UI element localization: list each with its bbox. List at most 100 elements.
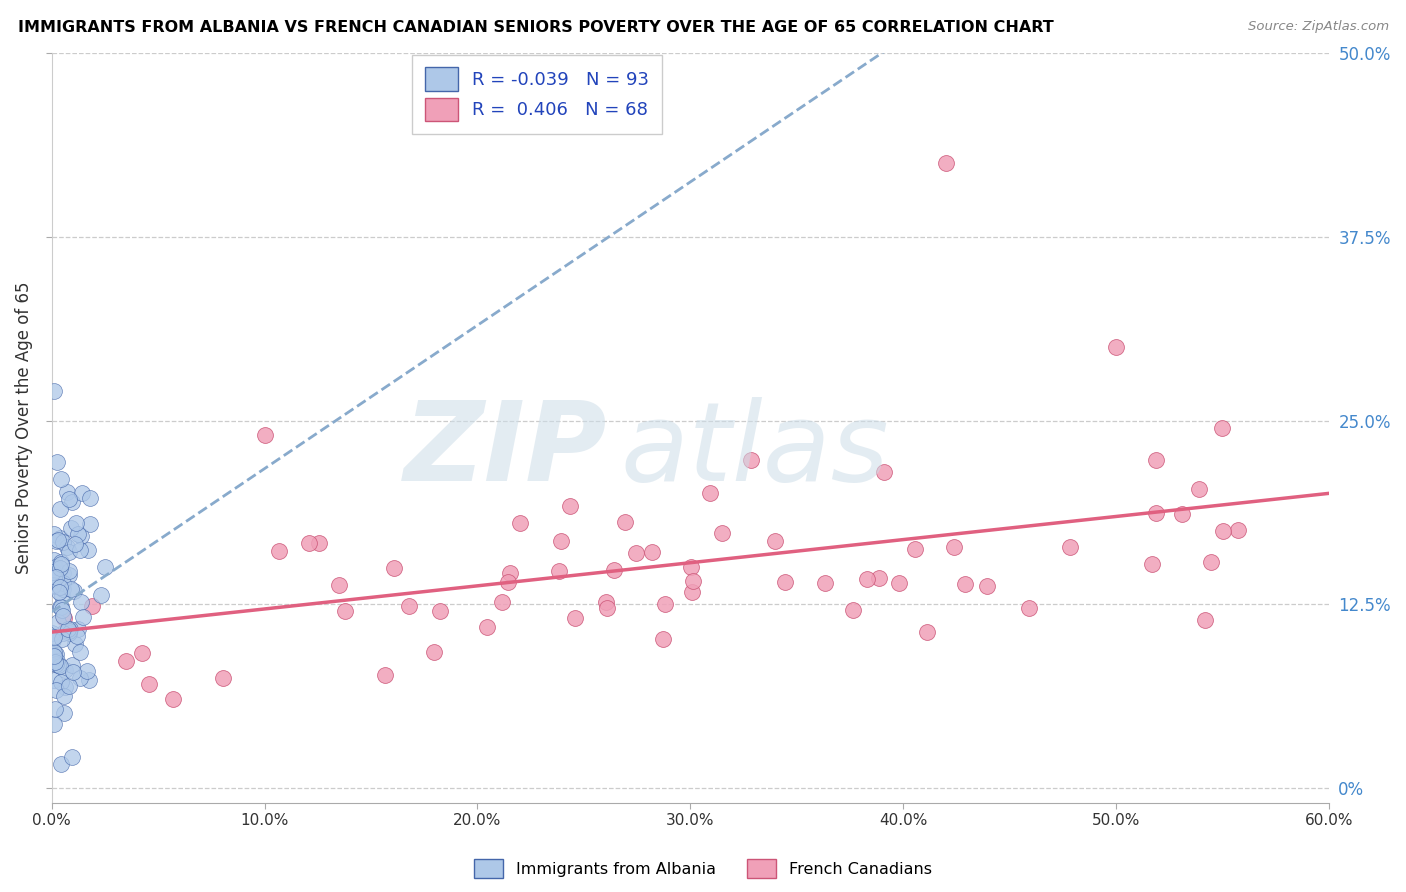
- Point: [76, 543, 98, 558]
- Point: [60, 521, 83, 535]
- Point: [66, 527, 89, 541]
- Point: [269, 544, 291, 558]
- Point: [58, 626, 80, 640]
- Point: [115, 654, 138, 668]
- Point: [60, 749, 83, 764]
- Point: [1188, 483, 1211, 497]
- Point: [52, 690, 75, 704]
- Point: [48, 560, 70, 574]
- Point: [42, 571, 65, 585]
- Point: [52, 626, 75, 640]
- Point: [976, 579, 998, 593]
- Point: [398, 599, 420, 613]
- Point: [42, 673, 65, 687]
- Point: [56, 622, 79, 636]
- Point: [935, 156, 957, 170]
- Point: [65, 516, 87, 530]
- Point: [51, 589, 73, 603]
- Point: [298, 536, 321, 550]
- Point: [49, 531, 72, 545]
- Point: [90, 588, 112, 602]
- Point: [1144, 506, 1167, 520]
- Point: [51, 472, 73, 486]
- Point: [48, 580, 70, 594]
- Point: [253, 428, 276, 442]
- Point: [45, 657, 67, 671]
- Point: [45, 534, 67, 549]
- Text: atlas: atlas: [620, 397, 889, 504]
- Point: [82, 599, 104, 614]
- Point: [62, 658, 84, 673]
- Point: [429, 604, 451, 618]
- Point: [66, 622, 89, 636]
- Y-axis label: Seniors Poverty Over the Age of 65: Seniors Poverty Over the Age of 65: [15, 282, 32, 574]
- Point: [682, 574, 704, 588]
- Point: [1059, 540, 1081, 554]
- Point: [52, 706, 75, 720]
- Point: [1211, 421, 1233, 435]
- Point: [889, 575, 911, 590]
- Point: [46, 658, 69, 673]
- Point: [550, 534, 572, 549]
- Point: [1194, 613, 1216, 627]
- Point: [53, 611, 76, 625]
- Point: [564, 610, 586, 624]
- Point: [69, 645, 91, 659]
- Point: [49, 674, 72, 689]
- Point: [773, 575, 796, 590]
- Point: [374, 668, 396, 682]
- Point: [49, 502, 72, 516]
- Point: [699, 485, 721, 500]
- Point: [45, 647, 67, 661]
- Point: [46, 615, 69, 630]
- Point: [69, 671, 91, 685]
- Point: [333, 604, 356, 618]
- Point: [69, 543, 91, 558]
- Point: [41, 569, 63, 583]
- Point: [58, 545, 80, 559]
- Point: [42, 717, 65, 731]
- Point: [62, 665, 84, 680]
- Point: [51, 603, 73, 617]
- Point: [1144, 453, 1167, 467]
- Point: [51, 557, 73, 571]
- Point: [710, 525, 733, 540]
- Point: [66, 629, 89, 643]
- Point: [46, 455, 69, 469]
- Point: [423, 645, 446, 659]
- Point: [856, 572, 879, 586]
- Point: [681, 585, 703, 599]
- Point: [45, 683, 67, 698]
- Point: [44, 630, 66, 644]
- Text: Source: ZipAtlas.com: Source: ZipAtlas.com: [1249, 20, 1389, 33]
- Point: [308, 536, 330, 550]
- Point: [49, 600, 72, 615]
- Point: [942, 540, 965, 554]
- Point: [595, 595, 617, 609]
- Point: [48, 585, 70, 599]
- Point: [52, 582, 75, 596]
- Point: [41, 578, 63, 592]
- Point: [548, 564, 571, 578]
- Point: [44, 559, 66, 574]
- Point: [613, 515, 636, 529]
- Point: [499, 566, 522, 580]
- Point: [44, 649, 66, 664]
- Point: [1199, 554, 1222, 568]
- Point: [328, 578, 350, 592]
- Point: [509, 516, 531, 530]
- Point: [44, 702, 66, 716]
- Point: [1142, 557, 1164, 571]
- Point: [63, 537, 86, 551]
- Point: [52, 535, 75, 549]
- Point: [641, 544, 664, 558]
- Legend: Immigrants from Albania, French Canadians: Immigrants from Albania, French Canadian…: [468, 853, 938, 884]
- Point: [60, 582, 83, 596]
- Point: [42, 527, 65, 541]
- Point: [70, 486, 93, 500]
- Point: [76, 665, 98, 679]
- Point: [560, 500, 582, 514]
- Point: [58, 624, 80, 638]
- Point: [58, 679, 80, 693]
- Point: [69, 595, 91, 609]
